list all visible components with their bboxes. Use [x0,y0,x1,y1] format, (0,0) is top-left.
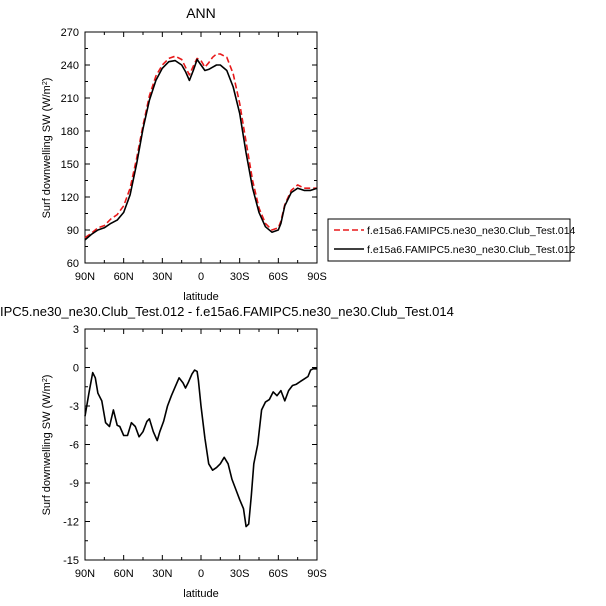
top-xtick-label: 90S [307,271,327,283]
legend-label-012: f.e15a6.FAMIPC5.ne30_ne30.Club_Test.012 [367,244,576,256]
bottom-yticks: -15 -12 -9 -6 -3 0 3 [63,324,317,567]
top-series [84,53,318,241]
bottom-ytick-label: -3 [69,401,79,413]
top-x-axis-label: latitude [183,291,218,303]
top-plot-frame [84,31,318,264]
top-xticks: 90N 60N 30N 0 30S 60S 90S [75,32,327,283]
legend-box [327,218,571,262]
top-xtick-label: 30N [152,271,172,283]
bottom-xtick-label: 60N [114,568,134,580]
top-xtick-label: 60S [269,271,289,283]
bottom-ytick-label: -6 [69,440,79,452]
top-xtick-label: 0 [198,271,204,283]
top-series-1-line [84,58,318,241]
bottom-ytick-label: -9 [69,478,79,490]
bottom-y-axis-label: Surf downwelling SW (W/m2) [41,375,53,516]
top-xtick-label: 90N [75,271,95,283]
bottom-xtick-label: 90S [307,568,327,580]
top-ytick-label: 210 [61,93,79,105]
legend: f.e15a6.FAMIPC5.ne30_ne30.Club_Test.014 … [327,218,576,262]
bottom-ytick-label: 3 [73,324,79,336]
bottom-ytick-label: -15 [63,555,79,567]
bottom-x-axis-label: latitude [183,588,218,600]
bottom-xticks: 90N 60N 30N 0 30S 60S 90S [75,329,327,580]
top-yticks: 60 90 120 150 180 210 240 270 [61,27,317,270]
top-title: ANN [186,5,216,21]
bottom-ytick-label: -12 [63,517,79,529]
top-series-0-line [84,53,317,239]
bottom-xtick-label: 0 [198,568,204,580]
bottom-series-0-line [84,367,317,528]
top-ytick-label: 120 [61,192,79,204]
top-ytick-label: 90 [67,225,79,237]
top-ytick-label: 240 [61,60,79,72]
top-ytick-label: 180 [61,126,79,138]
top-panel: ANN 60 90 120 150 180 210 240 270 90N 60N 30N 0 30S… [41,5,576,303]
top-xtick-label: 30S [230,271,250,283]
legend-label-014: f.e15a6.FAMIPC5.ne30_ne30.Club_Test.014 [367,225,576,237]
bottom-xtick-label: 90N [75,568,95,580]
bottom-series [84,367,317,528]
bottom-xtick-label: 30N [152,568,172,580]
bottom-title: IPC5.ne30_ne30.Club_Test.012 - f.e15a6.F… [0,304,454,319]
top-ytick-label: 150 [61,159,79,171]
bottom-ytick-label: 0 [73,363,79,375]
bottom-panel: IPC5.ne30_ne30.Club_Test.012 - f.e15a6.F… [0,304,454,600]
bottom-xtick-label: 30S [230,568,250,580]
bottom-plot-frame [84,328,318,561]
top-xtick-label: 60N [114,271,134,283]
bottom-xtick-label: 60S [269,568,289,580]
top-ytick-label: 60 [67,258,79,270]
top-y-axis-label: Surf downwelling SW (W/m2) [41,78,53,219]
top-ytick-label: 270 [61,27,79,39]
